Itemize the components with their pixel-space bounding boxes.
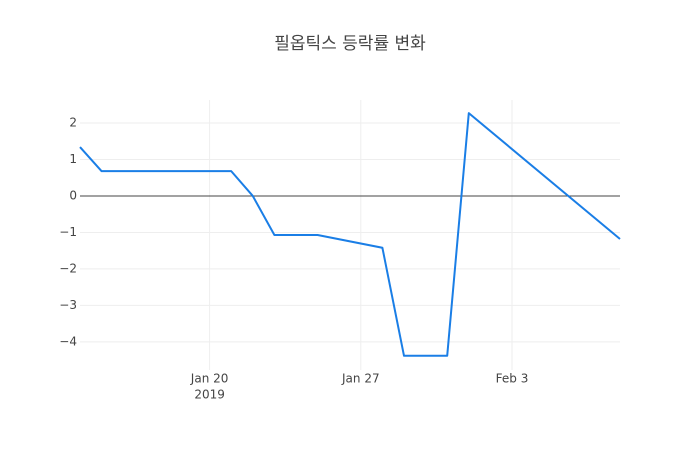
y-tick-label: −3 xyxy=(59,298,77,312)
x-tick-sublabel: 2019 xyxy=(194,388,225,402)
x-tick-label: Jan 20 xyxy=(190,372,229,386)
y-tick-label: −1 xyxy=(59,225,77,239)
y-tick-label: 0 xyxy=(69,188,77,202)
chart-title: 필옵틱스 등락률 변화 xyxy=(274,34,426,54)
y-tick-label: −4 xyxy=(59,334,77,348)
x-tick-label: Jan 27 xyxy=(341,372,380,386)
line xyxy=(79,112,621,357)
y-tick-label: 1 xyxy=(69,152,77,166)
y-tick-label: −2 xyxy=(59,261,77,275)
y-tick-label: 2 xyxy=(69,115,77,129)
x-tick-label: Feb 3 xyxy=(496,372,529,386)
